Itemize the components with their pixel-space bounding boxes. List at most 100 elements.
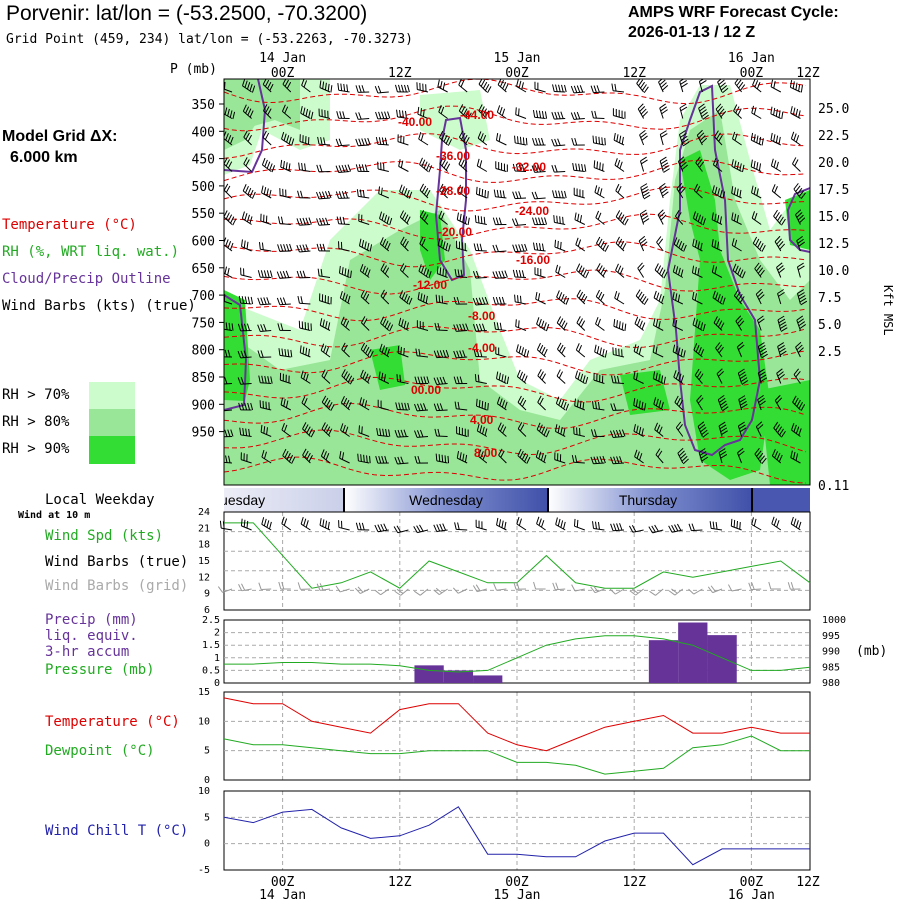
wind-barb — [571, 454, 585, 464]
wind-barb — [476, 158, 488, 172]
label-3hr-accum: 3-hr accum — [45, 644, 130, 660]
label-dewpoint: Dewpoint (°C) — [45, 743, 155, 759]
wind-barb — [718, 448, 728, 464]
wind-barb — [281, 131, 295, 146]
bottom-time-tick: 12Z — [796, 875, 820, 890]
wind-barb — [633, 371, 644, 384]
wind-barb — [224, 376, 233, 385]
wind-barb — [659, 156, 670, 173]
wind-barb — [224, 131, 234, 146]
wind-barb — [437, 238, 451, 252]
wind-barb — [516, 79, 527, 93]
wind-barb — [692, 291, 703, 305]
surface-wind-barb — [536, 516, 546, 531]
wind-barb — [595, 289, 605, 305]
wind-barb — [299, 134, 311, 146]
y-tick: 0 — [204, 775, 210, 786]
wind-barb — [658, 79, 669, 93]
wind-barb — [536, 317, 550, 332]
wind-barb — [434, 322, 448, 331]
wind-barb — [319, 80, 333, 93]
wind-barb — [257, 350, 272, 358]
wind-barb — [321, 422, 333, 437]
wind-barb — [698, 448, 709, 464]
top-date-label: 15 Jan — [494, 51, 541, 66]
wind-barb — [595, 316, 605, 331]
wind-barb — [789, 80, 803, 93]
surface-wind-barb — [413, 524, 429, 534]
wind-barb — [595, 210, 605, 225]
wind-barb — [296, 270, 311, 279]
isotherm-labels: -44.00 -40.00 -36.00 -32.00 -28.00 -24.00 -20.… — [398, 108, 550, 460]
wind-barb — [414, 403, 429, 412]
wind-barb — [672, 344, 686, 358]
wind-barb — [472, 296, 489, 306]
y-tick: 24 — [198, 507, 210, 518]
wind-barb — [316, 217, 331, 226]
wind-barb — [693, 343, 705, 358]
wind-barb — [573, 187, 585, 199]
y-tick: 0 — [214, 678, 220, 689]
wind-barb — [416, 82, 429, 93]
height-tick: 12.5 — [818, 237, 849, 252]
top-time-tick: 12Z — [388, 66, 412, 81]
wind-barb — [497, 79, 509, 93]
wind-barb — [679, 103, 688, 119]
wind-barb — [238, 402, 254, 411]
height-tick: 17.5 — [818, 183, 849, 198]
wind-barb — [301, 396, 311, 411]
grid-wind-barb — [374, 588, 390, 596]
wind-barb — [731, 159, 745, 173]
wind-barb — [751, 211, 762, 225]
grid-wind-barb — [394, 588, 409, 596]
wind-barb — [593, 160, 605, 172]
wind-barb — [456, 450, 468, 464]
wind-barb — [278, 348, 293, 358]
model-grid-value: 6.000 km — [10, 149, 78, 166]
wind-barb — [590, 429, 605, 437]
surface-wind-barb — [496, 517, 507, 531]
wind-barb — [492, 217, 507, 226]
wind-barb — [437, 79, 448, 93]
wind-barb — [282, 79, 292, 93]
surface-wind-barb — [374, 523, 389, 533]
wind-barb — [419, 183, 431, 199]
isotherm-label: -32.00 — [512, 160, 546, 174]
wind-barb — [262, 104, 272, 119]
wind-barb — [692, 317, 706, 332]
isotherm-label: -12.00 — [413, 278, 447, 292]
wind-barb — [280, 159, 291, 172]
wind-barb — [224, 157, 233, 172]
wind-barb — [615, 263, 625, 278]
wind-barb — [672, 318, 684, 331]
wind-barb — [277, 323, 291, 331]
wind-chill-panel: 10 5 0 -5 — [198, 786, 811, 876]
wind-barb — [281, 104, 292, 119]
grid-wind-barb — [590, 585, 605, 594]
grid-wind-barb — [707, 585, 723, 594]
wind-barb — [434, 428, 448, 437]
dewpoint-line — [223, 735, 810, 775]
wind-barb — [754, 262, 765, 278]
y-tick: 15 — [198, 687, 210, 698]
wind-barb — [676, 182, 686, 199]
wind-barb — [652, 371, 666, 385]
wind-barb-field — [224, 79, 808, 465]
isotherm-line — [224, 429, 807, 456]
wind-barb — [674, 209, 684, 225]
wind-barb — [399, 263, 409, 278]
wind-barb — [732, 263, 746, 279]
weekday-tuesday: Tuesday — [212, 492, 265, 508]
isotherm-line — [224, 298, 807, 322]
wind-barb — [653, 397, 664, 411]
top-date-label: 16 Jan — [728, 51, 775, 66]
height-tick: 7.5 — [818, 291, 841, 306]
wind-barb — [300, 106, 314, 120]
wind-barb — [260, 213, 272, 225]
grid-point-label: Grid Point (459, 234) lat/lon = (-53.226… — [6, 32, 413, 47]
wind-barb — [453, 350, 468, 359]
legend-wind-barbs: Wind Barbs (kts) (true) — [2, 298, 196, 314]
wind-barb — [615, 236, 627, 252]
wind-barb — [492, 296, 507, 305]
wind-barb — [341, 342, 350, 358]
